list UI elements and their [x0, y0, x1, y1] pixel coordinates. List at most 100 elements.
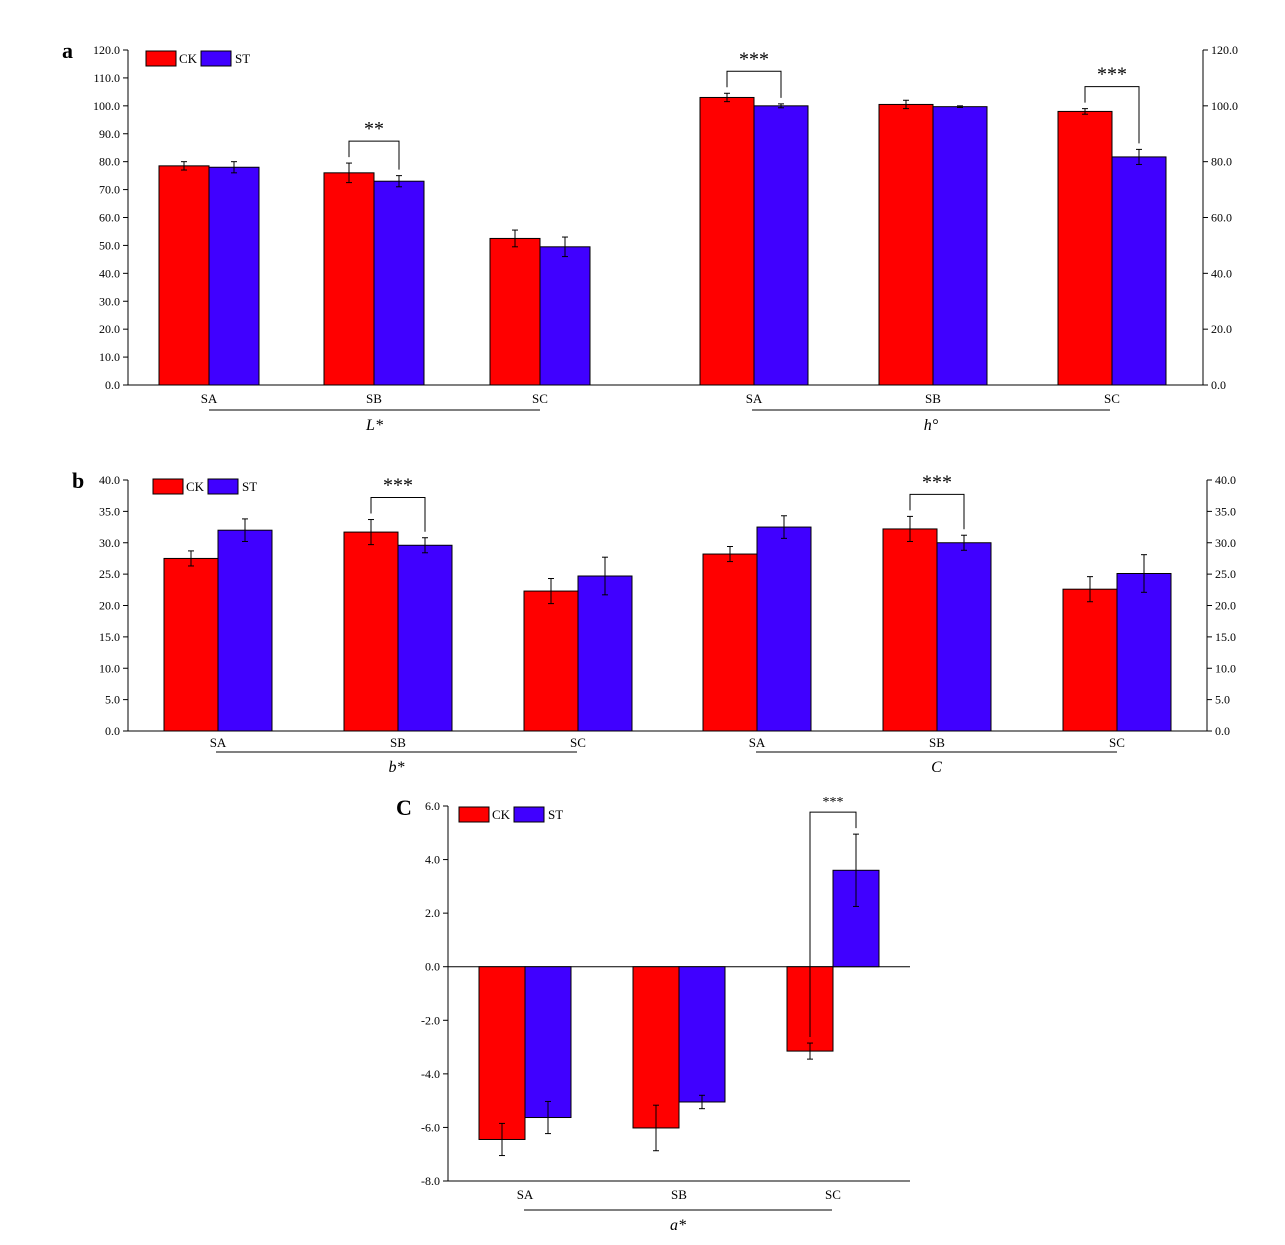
bar-st-sc: [1111, 156, 1167, 386]
bar-st-sc: [1116, 572, 1172, 732]
bar-st-sb: [932, 106, 988, 386]
bar-ck-sa: [699, 96, 755, 386]
y-tick-label-right: 20.0: [1211, 322, 1232, 336]
category-label: SB: [390, 735, 406, 750]
category-label: SB: [671, 1187, 687, 1202]
y-tick-label: 10.0: [99, 661, 120, 675]
y-tick-label: 30.0: [99, 536, 120, 550]
y-tick-label: -4.0: [421, 1067, 440, 1081]
category-label: SA: [749, 735, 766, 750]
category-label: SA: [210, 735, 227, 750]
significance-bracket: [909, 493, 965, 530]
category-label: SC: [570, 735, 586, 750]
y-tick-label: 35.0: [99, 504, 120, 518]
y-tick-label: 70.0: [99, 183, 120, 197]
y-tick-label: 90.0: [99, 127, 120, 141]
bar-ck-sa: [158, 165, 210, 386]
bar-st-sc: [577, 575, 633, 732]
legend-label-st: ST: [235, 51, 250, 66]
y-tick-label-right: 35.0: [1215, 504, 1236, 518]
legend-swatch-ck: [145, 50, 177, 67]
bar-st-sc: [539, 246, 591, 386]
group-label: b*: [389, 759, 405, 776]
y-tick-label-right: 40.0: [1215, 473, 1236, 487]
y-tick-label: 40.0: [99, 266, 120, 280]
y-tick-label: 60.0: [99, 211, 120, 225]
panel-b: b 0.0 5.0 10.0 15.0 20.0 25.0 30.0 35.0 40.0 0.0 5.…: [72, 468, 1236, 776]
legend-swatch-ck: [152, 478, 184, 495]
bar-st-sa: [217, 529, 273, 732]
y-tick-label: 50.0: [99, 238, 120, 252]
significance-bracket: [1084, 86, 1140, 144]
significance-label: ***: [922, 471, 952, 493]
y-tick-label: 0.0: [105, 378, 120, 392]
legend-swatch-st: [513, 806, 545, 823]
bar-ck-sc: [1057, 110, 1113, 386]
y-tick-label: -8.0: [421, 1174, 440, 1188]
y-tick-label: -6.0: [421, 1120, 440, 1134]
legend-label-ck: CK: [186, 479, 205, 494]
significance-label: ***: [739, 48, 769, 70]
y-tick-label-right: 30.0: [1215, 536, 1236, 550]
category-label: SC: [825, 1187, 841, 1202]
y-tick-label: -2.0: [421, 1013, 440, 1027]
bar-st-sa: [753, 105, 809, 386]
significance-bracket: [370, 497, 426, 532]
y-tick-label: 120.0: [93, 43, 120, 57]
panel-letter: a: [62, 38, 73, 63]
bar-ck-sb: [323, 172, 375, 386]
significance-label: ***: [383, 475, 413, 497]
bar-st-sa: [756, 526, 812, 732]
category-label: SB: [366, 391, 382, 406]
legend-label-st: ST: [242, 479, 257, 494]
bar-st-sb: [397, 544, 453, 732]
y-tick-label: 5.0: [105, 693, 120, 707]
y-tick-label-right: 25.0: [1215, 567, 1236, 581]
bar-ck-sc: [523, 590, 579, 732]
panel-letter: C: [396, 795, 412, 820]
group-label: L*: [365, 417, 383, 434]
category-label: SA: [746, 391, 763, 406]
bar-st-sb: [373, 180, 425, 386]
significance-label: **: [364, 118, 384, 140]
category-label: SA: [201, 391, 218, 406]
significance-bracket: [809, 811, 857, 1038]
y-tick-label-right: 20.0: [1215, 599, 1236, 613]
legend-label-ck: CK: [492, 807, 511, 822]
bar-ck-sb: [878, 103, 934, 386]
y-tick-label-right: 80.0: [1211, 155, 1232, 169]
category-label: SC: [1104, 391, 1120, 406]
significance-label: ***: [1097, 64, 1127, 86]
category-label: SA: [517, 1187, 534, 1202]
y-tick-label-right: 40.0: [1211, 266, 1232, 280]
significance-bracket: [726, 70, 782, 98]
y-tick-label: 0.0: [105, 724, 120, 738]
bar-ck-sa: [702, 553, 758, 732]
bar-ck-sa: [478, 966, 526, 1140]
panel-a: a 0.0 10.0 20.0 30.0 40.0 50.0 60.0 70.0 80.0 90.0…: [62, 38, 1238, 434]
group-label: a*: [670, 1217, 686, 1234]
y-tick-label: 110.0: [93, 71, 120, 85]
group-label: C: [931, 759, 942, 776]
y-tick-label: 15.0: [99, 630, 120, 644]
y-tick-label-right: 100.0: [1211, 99, 1238, 113]
y-tick-label: 2.0: [425, 906, 440, 920]
legend-swatch-st: [207, 478, 239, 495]
legend-swatch-ck: [458, 806, 490, 823]
bar-st-sb: [936, 542, 992, 732]
bar-ck-sc: [1062, 588, 1118, 732]
bar-st-sa: [208, 166, 260, 386]
category-label: SB: [929, 735, 945, 750]
group-label: h°: [924, 417, 939, 434]
bar-ck-sc: [489, 237, 541, 386]
significance-label: ***: [823, 795, 844, 810]
y-tick-label: 6.0: [425, 799, 440, 813]
y-tick-label-right: 10.0: [1215, 661, 1236, 675]
y-tick-label: 20.0: [99, 599, 120, 613]
y-tick-label: 100.0: [93, 99, 120, 113]
y-tick-label: 20.0: [99, 322, 120, 336]
y-tick-label: 30.0: [99, 294, 120, 308]
bar-ck-sa: [163, 557, 219, 732]
y-tick-label-right: 0.0: [1211, 378, 1226, 392]
